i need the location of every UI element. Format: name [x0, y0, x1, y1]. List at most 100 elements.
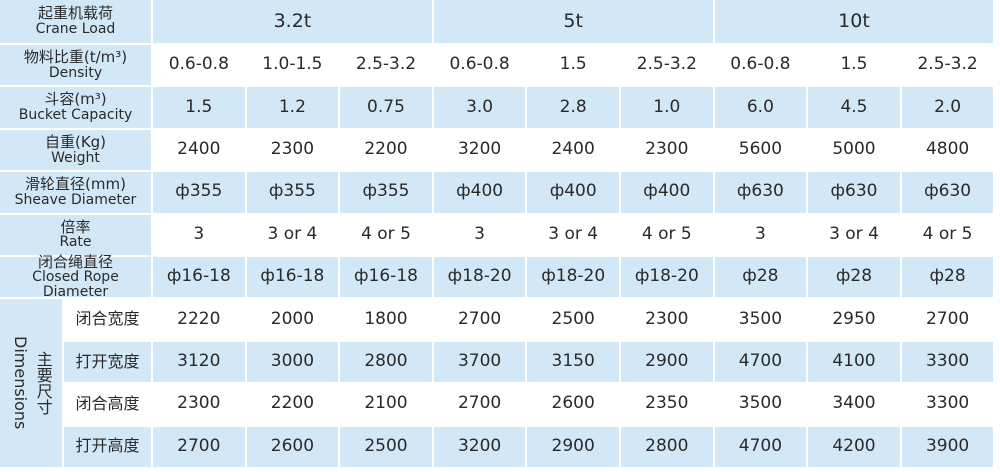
row-label: 闭合绳直径 Closed Rope Diameter — [0, 252, 151, 300]
value-cell: 0.6-0.8 — [714, 45, 807, 86]
row-label: 倍率 Rate — [0, 214, 151, 255]
value: 4 or 5 — [361, 223, 411, 244]
value: 3150 — [551, 351, 595, 372]
value-cell: 2500 — [340, 426, 432, 467]
group-header: 3.2t — [153, 0, 432, 43]
value-cell: 1.5 — [527, 45, 619, 86]
value: 2220 — [177, 308, 221, 329]
value-cell: 4 or 5 — [901, 214, 994, 255]
value: 3 or 4 — [829, 223, 879, 244]
value: 2600 — [270, 435, 315, 456]
value-cell: ф28 — [901, 257, 994, 298]
value-cell: 3 — [153, 214, 245, 255]
value-cell: 3120 — [153, 341, 245, 383]
value-cell: 0.75 — [340, 87, 432, 128]
label-cn: 物料比重(t/m³) — [23, 47, 128, 66]
value: 2.5-3.2 — [636, 54, 697, 75]
value-cell: 2700 — [433, 384, 526, 425]
value: 2700 — [457, 308, 502, 329]
value: 2950 — [832, 308, 876, 329]
value: 1.0-1.5 — [262, 54, 323, 75]
value: 3400 — [832, 393, 876, 414]
value-cell: 4800 — [901, 129, 994, 171]
value: 1.5 — [559, 54, 587, 75]
value: 2300 — [177, 393, 221, 414]
value: 2200 — [364, 139, 408, 160]
value-cell: 2.5-3.2 — [340, 45, 432, 86]
group-label: 3.2t — [273, 9, 312, 32]
value: ф355 — [362, 181, 410, 202]
value-cell: 4200 — [808, 426, 900, 467]
value: 2.5-3.2 — [355, 54, 417, 75]
value: 2.0 — [934, 96, 962, 117]
value: 2300 — [645, 139, 689, 160]
value-cell: ф355 — [153, 172, 245, 213]
value-cell: ф16-18 — [340, 257, 432, 298]
value-cell: ф630 — [901, 172, 994, 213]
label-cn: 自重(Kg) — [44, 132, 107, 151]
value-cell: 2000 — [246, 299, 339, 340]
value-cell: 1.5 — [808, 45, 900, 86]
label-cn: 闭合绳直径 — [37, 252, 113, 271]
group-label: 10t — [838, 9, 870, 32]
value: 2600 — [551, 393, 595, 414]
label-cn: 起重机载荷 — [37, 4, 113, 23]
label-en: Weight — [51, 149, 100, 166]
value: 2300 — [645, 308, 689, 329]
dimension-label: 闭合高度 — [64, 384, 151, 425]
value-cell: 3 or 4 — [246, 214, 339, 255]
value: 2.5-3.2 — [917, 54, 978, 75]
value: 3300 — [925, 393, 970, 414]
value-cell: 2900 — [527, 426, 619, 467]
label-en: Density — [48, 64, 103, 81]
value-cell: 2400 — [153, 129, 245, 171]
label-cn: 斗容(m³) — [44, 90, 107, 109]
value: 3 or 4 — [548, 223, 599, 244]
value-cell: 3.0 — [433, 87, 526, 128]
row-label: 滑轮直径(mm) Sheave Diameter — [0, 172, 151, 213]
value: 2000 — [270, 308, 315, 329]
value-cell: ф16-18 — [246, 257, 339, 298]
value: 4800 — [925, 139, 970, 160]
value: 1.5 — [185, 96, 213, 117]
value: 2700 — [457, 393, 502, 414]
value: 2100 — [364, 393, 408, 414]
value: 3200 — [457, 139, 502, 160]
label-en: Dimensions — [11, 336, 30, 430]
value-cell: 3900 — [901, 426, 994, 467]
value-cell: 2300 — [621, 299, 713, 340]
value: 0.75 — [367, 96, 405, 117]
value-cell: 1.0 — [621, 87, 713, 128]
header-label: 起重机载荷 Crane Load — [0, 0, 151, 43]
value-cell: 4 or 5 — [621, 214, 713, 255]
value: 2800 — [645, 435, 689, 456]
value-cell: 3300 — [901, 384, 994, 425]
value-cell: 2700 — [433, 299, 526, 340]
label: 闭合宽度 — [75, 309, 140, 329]
value: 5600 — [738, 139, 783, 160]
label-cn: 倍率 — [60, 217, 91, 236]
value: 1.5 — [840, 54, 868, 75]
label-en: Sheave Diameter — [14, 191, 137, 208]
row-label: 斗容(m³) Bucket Capacity — [0, 87, 151, 128]
value: 3120 — [177, 351, 221, 372]
value: 4700 — [738, 351, 783, 372]
value-cell: 4100 — [808, 341, 900, 383]
value-cell: 3 or 4 — [808, 214, 900, 255]
dimension-label: 闭合宽度 — [64, 299, 151, 340]
label-en: Rate — [59, 234, 92, 251]
value-cell: 2800 — [621, 426, 713, 467]
group-label: 5t — [563, 9, 583, 32]
value-cell: ф28 — [808, 257, 900, 298]
value-cell: 3400 — [808, 384, 900, 425]
value-cell: 2950 — [808, 299, 900, 340]
value-cell: 4.5 — [808, 87, 900, 128]
value-cell: 2700 — [153, 426, 245, 467]
value-cell: ф18-20 — [527, 257, 619, 298]
value-cell: 2600 — [527, 384, 619, 425]
value: 2.8 — [559, 96, 587, 117]
value-cell: 5600 — [714, 129, 807, 171]
value: ф400 — [643, 181, 691, 202]
value: ф16-18 — [354, 266, 418, 287]
value-cell: 3 — [714, 214, 807, 255]
